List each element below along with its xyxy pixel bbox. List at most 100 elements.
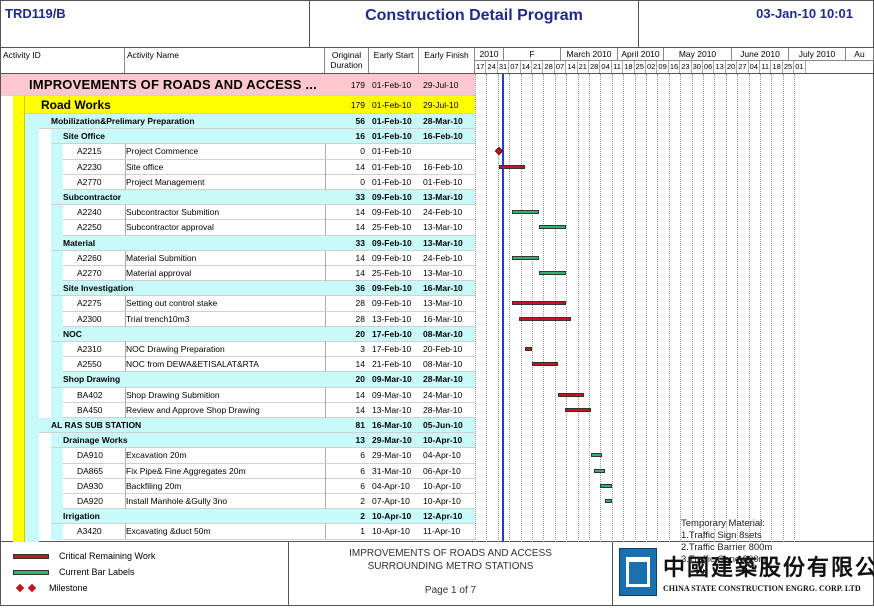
gantt-gridline — [771, 74, 773, 542]
activity-id: A2260 — [77, 252, 102, 263]
activity-duration: 14 — [355, 359, 365, 370]
activity-row[interactable]: A3420 Excavating &duct 50m 1 10-Apr-10 11-Ap… — [63, 524, 475, 540]
project-row[interactable]: IMPROVEMENTS OF ROADS AND ACCESS ... 179… — [1, 74, 475, 96]
critical-bar[interactable] — [564, 407, 591, 412]
critical-bar[interactable] — [525, 347, 532, 351]
wbs-group-row[interactable]: Mobilization&Prelimary Preparation 56 01-F… — [39, 114, 475, 130]
current-bar[interactable] — [538, 225, 567, 230]
activity-row[interactable]: A2275 Setting out control stake 28 09-Feb-1… — [63, 296, 475, 312]
project-name: IMPROVEMENTS OF ROADS AND ACCESS ... — [29, 77, 317, 92]
group-duration: 81 — [355, 420, 365, 430]
cell-divider — [325, 250, 326, 266]
gantt-gridline — [497, 74, 499, 542]
activity-name: Project Management — [126, 176, 205, 187]
data-date-line — [502, 74, 504, 542]
current-bar[interactable] — [600, 483, 612, 488]
cell-divider — [325, 478, 326, 494]
project-finish: 29-Jul-10 — [423, 80, 459, 90]
wbs-group-row[interactable]: AL RAS SUB STATION 81 16-Mar-10 05-Jun-10 — [39, 418, 475, 434]
timescale-week: 25 — [635, 61, 646, 73]
wbs-subgroup-row[interactable]: NOC 20 17-Feb-10 08-Mar-10 — [51, 326, 475, 342]
timescale-week: 13 — [714, 61, 726, 73]
gantt-gridline — [714, 74, 716, 542]
critical-bar[interactable] — [532, 362, 559, 367]
group-indent-strip — [51, 357, 63, 373]
cell-divider — [125, 174, 126, 190]
current-bar[interactable] — [590, 453, 603, 458]
activity-row[interactable]: A2550 NOC from DEWA&ETISALAT&RTA 14 21-Feb-… — [63, 357, 475, 373]
gantt-gridline — [520, 74, 522, 542]
activity-row[interactable]: A2260 Material Submition 14 09-Feb-10 24-Feb… — [63, 250, 475, 266]
col-early-start[interactable]: Early Start — [369, 48, 419, 73]
activity-row[interactable]: A2215 Project Commence 0 01-Feb-10 — [63, 144, 475, 160]
current-bar[interactable] — [605, 499, 612, 503]
activity-finish: 13-Mar-10 — [423, 268, 463, 278]
activity-row[interactable]: A2770 Project Management 0 01-Feb-10 01-Feb-… — [63, 174, 475, 190]
group-indent-strip — [51, 311, 63, 327]
activity-row[interactable]: BA402 Shop Drawing Submition 14 09-Mar-10 24… — [63, 387, 475, 403]
timescale-week: 20 — [726, 61, 738, 73]
current-bar[interactable] — [593, 468, 606, 473]
activity-row[interactable]: A2310 NOC Drawing Preparation 3 17-Feb-10 20… — [63, 342, 475, 358]
wbs-subgroup-row[interactable]: Irrigation 2 10-Apr-10 12-Apr-10 — [51, 509, 475, 525]
activity-row[interactable]: DA910 Excavation 20m 6 29-Mar-10 04-Apr-10 — [63, 448, 475, 464]
current-bar[interactable] — [512, 255, 539, 260]
timescale-week: 16 — [669, 61, 681, 73]
group-name: NOC — [63, 328, 82, 339]
group-finish: 10-Apr-10 — [423, 435, 463, 446]
activity-id: A2215 — [77, 146, 102, 157]
activity-name: Review and Approve Shop Drawing — [126, 404, 260, 415]
critical-bar[interactable] — [499, 164, 526, 169]
col-duration[interactable]: Original Duration — [325, 48, 369, 73]
wbs-subgroup-row[interactable]: Subcontractor 33 09-Feb-10 13-Mar-10 — [51, 190, 475, 206]
activity-row[interactable]: DA865 Fix Pipe& Fine Aggregates 20m 6 31-Ma… — [63, 463, 475, 479]
wbs-row[interactable]: Road Works 179 01-Feb-10 29-Jul-10 — [25, 96, 475, 114]
activity-row[interactable]: A2270 Material approval 14 25-Feb-10 13-Mar-… — [63, 266, 475, 282]
activity-duration: 14 — [355, 404, 365, 415]
wbs-subgroup-row[interactable]: Material 33 09-Feb-10 13-Mar-10 — [51, 235, 475, 251]
gantt-gridline — [577, 74, 579, 542]
group-finish: 28-Mar-10 — [423, 374, 463, 385]
group-indent-strip — [51, 402, 63, 419]
col-activity-name[interactable]: Activity Name — [125, 48, 325, 73]
cell-divider — [125, 144, 126, 160]
report-footer: Critical Remaining Work Current Bar Labe… — [0, 542, 874, 606]
wbs-subgroup-row[interactable]: Site Office 16 01-Feb-10 16-Feb-10 — [51, 129, 475, 145]
activity-row[interactable]: A2240 Subcontractor Submition 14 09-Feb-10 2… — [63, 205, 475, 221]
wbs-subgroup-row[interactable]: Drainage Works 13 29-Mar-10 10-Apr-10 — [51, 433, 475, 449]
activity-row[interactable]: A2300 Trial trench10m3 28 13-Feb-10 16-Mar-1… — [63, 311, 475, 327]
col-early-finish[interactable]: Early Finish — [419, 48, 475, 73]
group-name: Mobilization&Prelimary Preparation — [51, 116, 195, 126]
activity-row[interactable]: BA450 Review and Approve Shop Drawing 14 13… — [63, 402, 475, 418]
activity-id: A2550 — [77, 359, 102, 370]
current-bar[interactable] — [538, 271, 567, 275]
critical-bar[interactable] — [558, 392, 585, 397]
group-start: 29-Mar-10 — [372, 435, 412, 446]
activity-start: 17-Feb-10 — [372, 344, 412, 354]
group-finish: 28-Mar-10 — [423, 116, 463, 126]
group-name: Site Office — [63, 131, 106, 142]
timescale-week: 02 — [646, 61, 658, 73]
wbs-subgroup-row[interactable]: Shop Drawing 20 09-Mar-10 28-Mar-10 — [51, 372, 475, 388]
activity-duration: 0 — [360, 176, 365, 187]
critical-bar[interactable] — [518, 316, 572, 321]
cell-divider — [325, 220, 326, 236]
col-activity-id[interactable]: Activity ID — [1, 48, 125, 73]
wbs-subgroup-row[interactable]: Site Investigation 36 09-Feb-10 16-Mar-10 — [51, 281, 475, 297]
timescale-week: 04 — [749, 61, 760, 73]
group-duration: 36 — [355, 283, 365, 294]
activity-finish: 08-Mar-10 — [423, 359, 463, 370]
cell-divider — [325, 448, 326, 464]
group-name: Irrigation — [63, 511, 100, 522]
critical-bar[interactable] — [512, 301, 567, 306]
group-indent-strip — [51, 342, 63, 358]
timescale-week: 04 — [600, 61, 612, 73]
activity-row[interactable]: DA920 Install Manhole &Gully 3no 2 07-Apr-1… — [63, 494, 475, 510]
group-indent-strip — [51, 524, 63, 540]
current-bar[interactable] — [512, 210, 539, 215]
activity-row[interactable]: A2230 Site office 14 01-Feb-10 16-Feb-10 — [63, 159, 475, 175]
cell-divider — [325, 296, 326, 312]
current-swatch — [13, 569, 49, 575]
activity-row[interactable]: DA930 Backfiling 20m 6 04-Apr-10 10-Apr-10 — [63, 478, 475, 494]
activity-row[interactable]: A2250 Subcontractor approval 14 25-Feb-10 13… — [63, 220, 475, 236]
